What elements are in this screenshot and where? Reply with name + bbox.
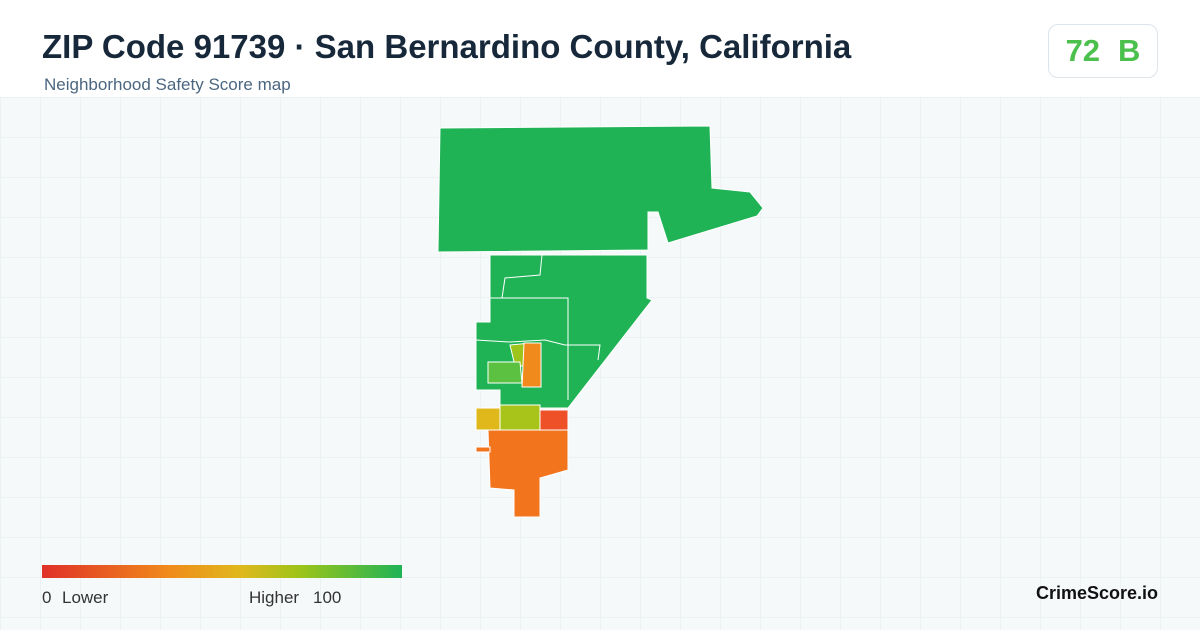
score-value: 72 [1065,33,1101,68]
boundary [501,254,543,299]
area [499,404,541,431]
score-grade: B [1118,33,1141,68]
area [487,361,523,384]
area [539,409,569,431]
area [475,446,491,453]
legend-gradient [42,565,402,578]
boundary [490,297,569,400]
subtitle: Neighborhood Safety Score map [44,75,291,94]
score-badge: 72 B [1048,24,1158,78]
brand: CrimeScore.io [1035,583,1158,603]
legend-max-label: Higher [249,588,300,607]
legend-max: 100 [313,588,342,607]
area [487,429,569,518]
area [437,125,764,253]
area [521,342,542,388]
area [475,407,501,431]
title: ZIP Code 91739 · San Bernardino County, … [42,28,852,65]
legend-min-label: Lower [62,588,109,607]
zip-areas [437,125,764,518]
legend-min: 0 [42,588,52,607]
boundary [475,339,601,361]
